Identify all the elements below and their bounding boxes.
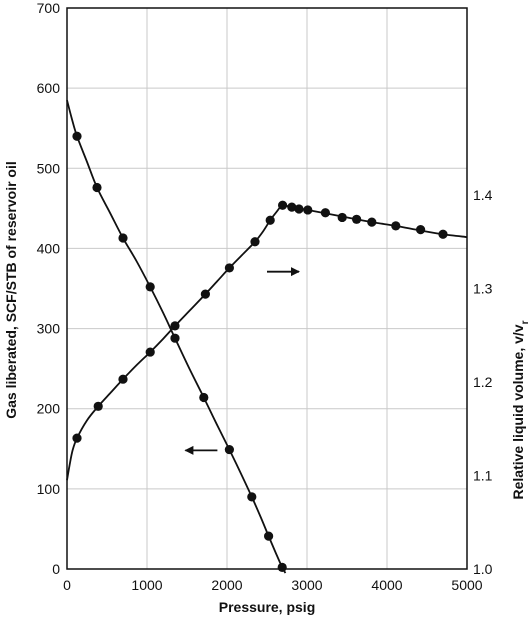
- right-axis-title-main: Relative liquid volume, v/v: [510, 324, 526, 499]
- grid: [67, 8, 467, 569]
- x-tick-label: 3000: [291, 577, 322, 593]
- series-1-point: [72, 131, 82, 141]
- arrow-annotations: [184, 267, 300, 455]
- series-2-point: [352, 214, 362, 224]
- series-1-point: [92, 182, 102, 193]
- left-tick-label: 400: [37, 240, 61, 256]
- left-tick-label: 300: [37, 321, 61, 337]
- series-2-point: [145, 347, 155, 357]
- x-tick-label: 1000: [131, 577, 162, 593]
- series-2-point: [265, 215, 275, 225]
- series-1-point: [247, 492, 257, 502]
- arrow-left: [184, 445, 218, 455]
- right-tick-label: 1.0: [473, 561, 493, 577]
- right-tick-label: 1.2: [473, 374, 493, 390]
- right-tick-label: 1.3: [473, 281, 493, 297]
- series-1-point: [277, 562, 287, 572]
- left-tick-label: 600: [37, 80, 61, 96]
- series-1-point: [118, 233, 128, 243]
- series-2-point: [170, 321, 180, 331]
- series-2-point: [200, 289, 210, 299]
- data-points: [72, 131, 448, 572]
- series-1-point: [264, 531, 274, 541]
- arrow-right: [267, 267, 300, 277]
- series-2-point: [72, 433, 82, 443]
- series-2-point: [303, 205, 313, 215]
- curves: [66, 99, 468, 574]
- right-tick-label: 1.1: [473, 468, 493, 484]
- series-2-point: [438, 229, 448, 239]
- series-2-point: [416, 224, 426, 235]
- series-1-point: [199, 392, 209, 403]
- series-2-point: [278, 200, 288, 210]
- x-tick-label: 2000: [211, 577, 242, 593]
- x-axis-title: Pressure, psig: [219, 599, 316, 615]
- series-1-point: [224, 444, 234, 455]
- x-tick-label: 5000: [451, 577, 482, 593]
- left-tick-label: 100: [37, 481, 61, 497]
- series-1-point: [145, 282, 155, 292]
- series-2-point: [337, 212, 347, 223]
- series-2-point: [224, 263, 234, 273]
- left-tick-label: 500: [37, 160, 61, 176]
- plot-frame: [66, 7, 468, 570]
- right-axis-title-subscript: r: [520, 320, 529, 324]
- left-tick-label: 0: [52, 561, 60, 577]
- left-tick-label: 700: [37, 0, 61, 16]
- series-2-point: [287, 202, 297, 212]
- series-1-line: [66, 99, 287, 574]
- series-2-point: [250, 237, 260, 247]
- left-tick-label: 200: [37, 401, 61, 417]
- series-2-point: [367, 217, 377, 227]
- right-axis-title: Relative liquid volume, v/vr: [510, 320, 529, 499]
- left-axis-title: Gas liberated, SCF/STB of reservoir oil: [3, 161, 19, 419]
- x-tick-label: 4000: [371, 577, 402, 593]
- series-2-point: [118, 374, 128, 384]
- tick-labels: 0 1000 2000 3000 4000 5000 0 100 200 300 400 500 600…: [37, 0, 493, 593]
- x-tick-label: 0: [63, 577, 71, 593]
- series-2-point: [320, 208, 330, 218]
- series-2-point: [391, 221, 401, 231]
- series-2-point: [294, 204, 304, 214]
- right-tick-label: 1.4: [473, 187, 493, 203]
- series-2-point: [93, 401, 103, 411]
- series-1-point: [170, 333, 180, 343]
